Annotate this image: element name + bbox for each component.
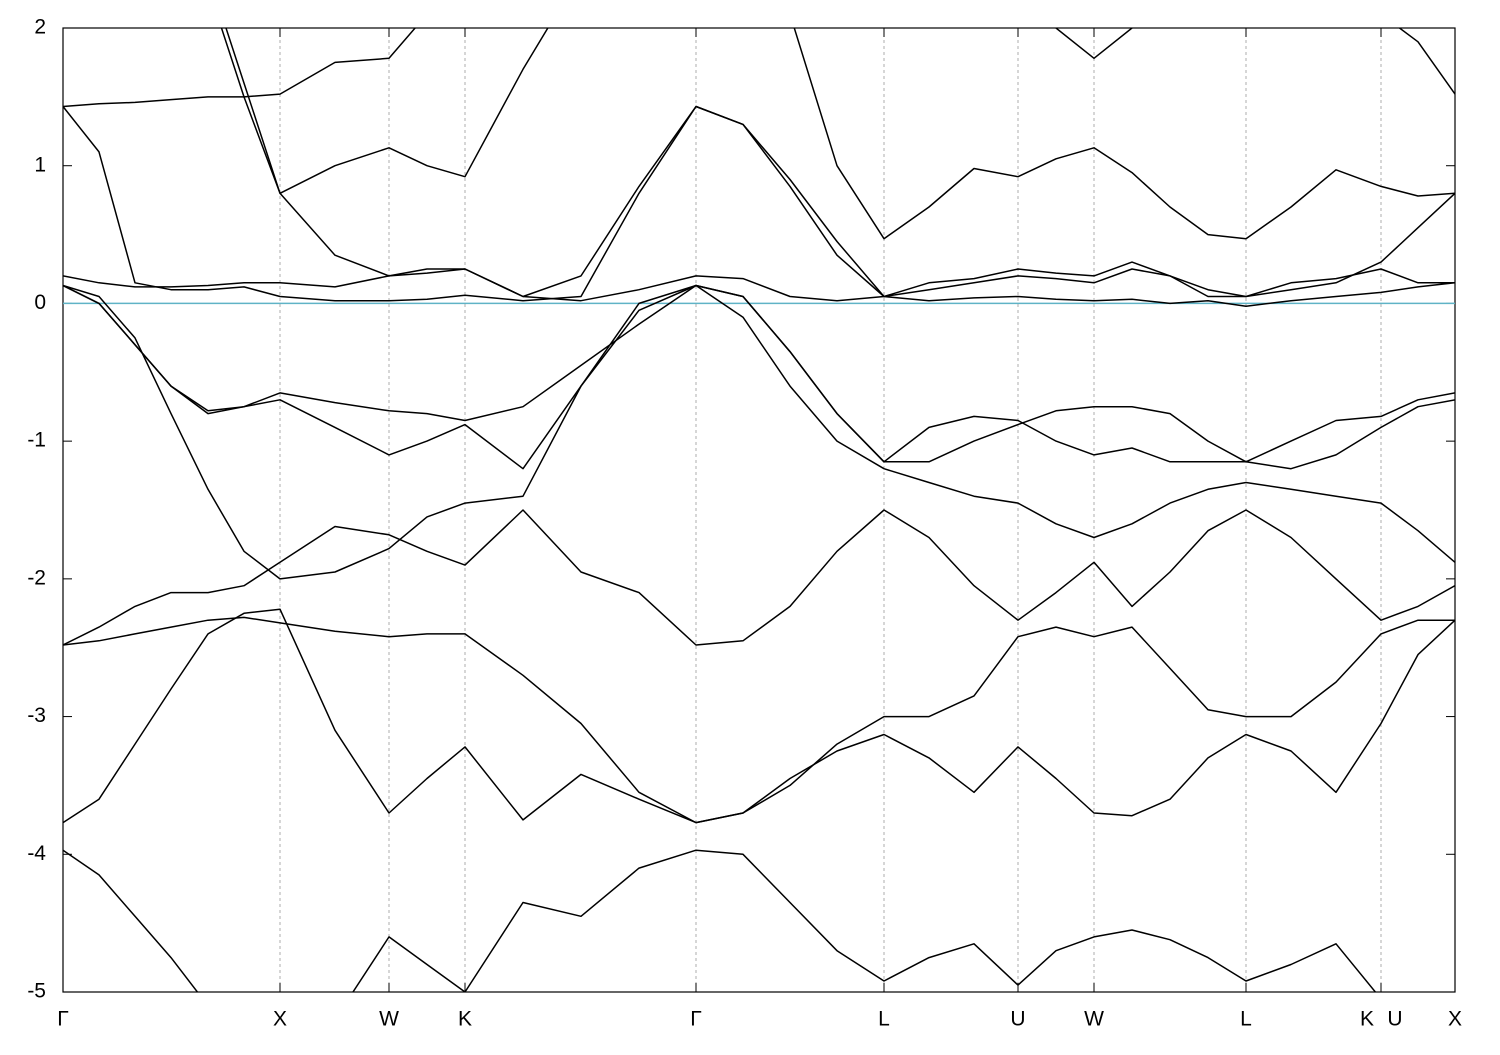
x-tick-label: L [1240,1008,1252,1031]
band [63,284,1455,470]
x-tick-label: L [878,1008,890,1031]
band [63,105,1455,307]
y-tick-label: -1 [27,429,46,452]
band [63,261,1455,302]
x-tick-label: K [458,1008,472,1031]
y-tick-label: 2 [34,16,46,39]
y-tick-label: -4 [27,842,46,865]
band [63,616,1455,824]
bands [63,28,1455,992]
x-tick-label: W [1084,1008,1104,1031]
y-tick-label: -5 [27,980,46,1003]
y-tick-label: -3 [27,704,46,727]
x-tick-label: U [1387,1008,1402,1031]
plot-frame [62,27,1456,993]
x-tick-label: X [1448,1008,1462,1031]
x-tick-label: X [273,1008,287,1031]
y-tick-label: 0 [34,291,46,314]
band [63,849,1377,992]
x-tick-label: K [1360,1008,1374,1031]
x-tick-label: Γ [57,1008,69,1031]
y-tick-label: 1 [34,153,46,176]
band [63,608,1455,824]
band [63,509,1455,646]
band [225,28,1455,298]
x-tick-label: U [1010,1008,1025,1031]
band [63,28,1455,240]
y-tick-label: -2 [27,566,46,589]
x-tick-label: W [379,1008,399,1031]
band [63,284,1455,580]
band [220,28,1455,195]
x-tick-label: Γ [690,1008,702,1031]
